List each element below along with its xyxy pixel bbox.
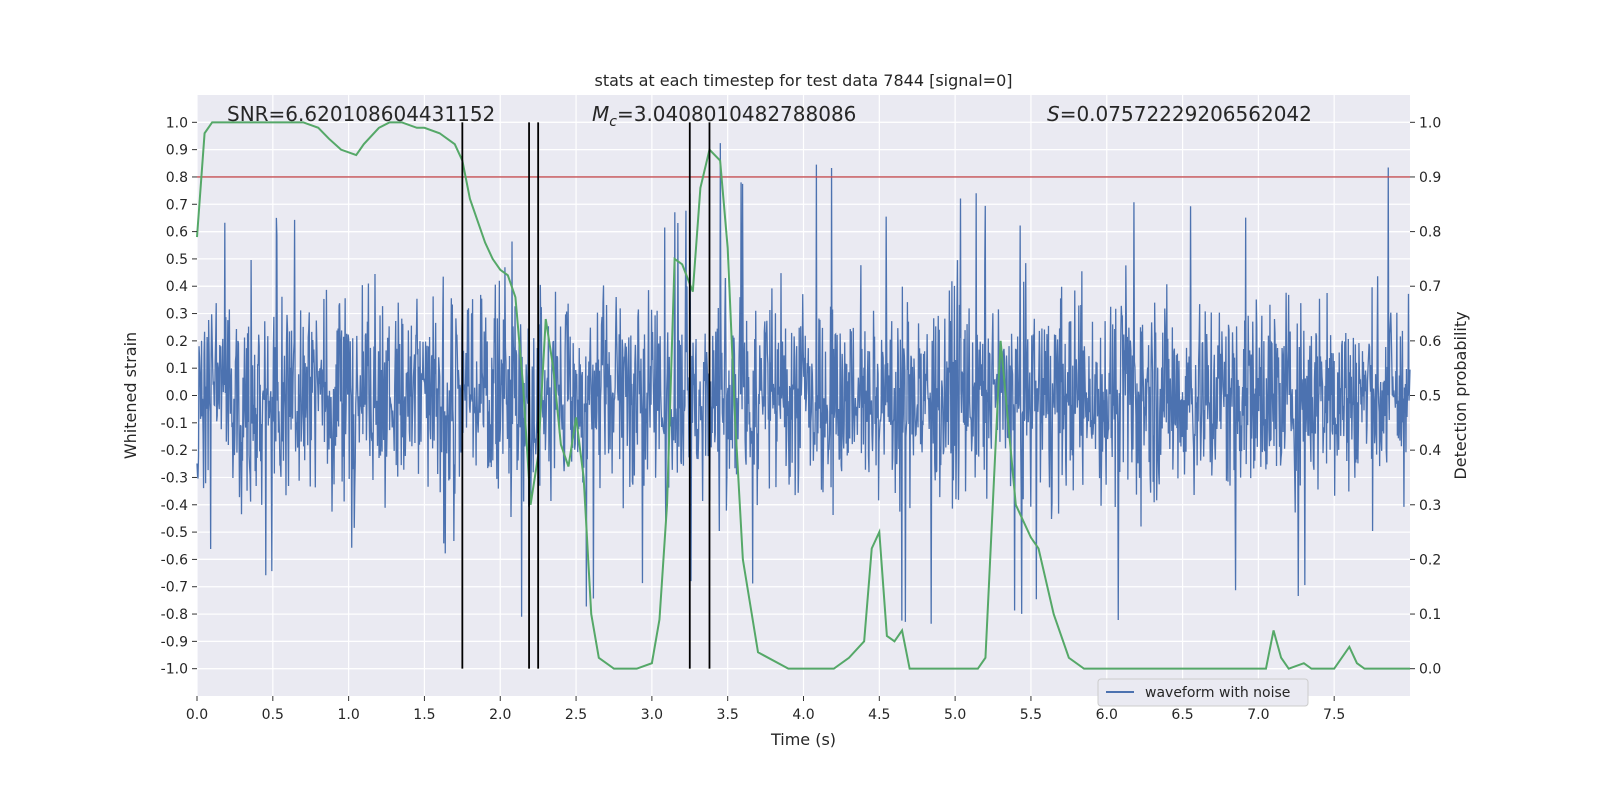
y-tick-label: 0.7 [166,197,188,213]
y-tick-label: -0.4 [161,498,188,514]
y-tick-label: 0.3 [166,307,188,323]
probability-line [196,121,1410,670]
y-tick-label: -0.5 [161,525,188,541]
y2-tick-label: 1.0 [1419,115,1441,131]
probability-series [196,121,1410,670]
x-tick-label: 2.5 [565,707,587,723]
legend-entry-waveform: waveform with noise [1145,685,1290,701]
x-tick-label: 7.0 [1247,707,1269,723]
y-tick-label: 0.9 [166,143,188,159]
y2-tick-label: 0.1 [1419,607,1441,623]
y2-tick-label: 0.7 [1419,279,1441,295]
y-tick-label: -0.2 [161,443,188,459]
x-tick-label: 3.0 [641,707,663,723]
mc-symbol: M [592,102,609,126]
y2-tick-label: 0.8 [1419,225,1441,241]
y-tick-label: 1.0 [166,115,188,131]
y-tick-label: 0.5 [166,252,188,268]
y-tick-label: -1.0 [161,662,188,678]
chart-title: stats at each timestep for test data 784… [594,71,1012,90]
x-tick-label: 1.0 [337,707,359,723]
x-tick-label: 7.5 [1323,707,1345,723]
y2-tick-label: 0.6 [1419,334,1441,350]
y2-tick-label: 0.9 [1419,170,1441,186]
y-tick-label: -0.6 [161,552,188,568]
y-tick-label: 0.1 [166,361,188,377]
mc-value: =3.0408010482788086 [617,102,856,126]
x-tick-label: 4.0 [792,707,814,723]
y-tick-label: -0.9 [161,634,188,650]
y2-tick-label: 0.4 [1419,443,1441,459]
y-tick-label: 0.4 [166,279,188,295]
y-tick-label: -0.1 [161,416,188,432]
y-tick-label: 0.0 [166,389,188,405]
x-tick-label: 3.5 [717,707,739,723]
legend: waveform with noise [1097,678,1309,707]
waveform-line [196,143,1411,624]
s-annotation: S=0.07572229206562042 [1047,102,1312,126]
legend-box [1097,678,1309,707]
axes: 0.0 0.5 1.0 1.5 2.0 2.5 3.0 3.5 4.0 4.5 5.0 5.5 6.0 6… [161,115,1442,723]
x-axis-label: Time (s) [770,730,836,749]
mc-subscript: c [609,114,617,130]
x-tick-label: 5.5 [1020,707,1042,723]
s-symbol: S [1047,102,1060,126]
mc-annotation: Mc=3.0408010482788086 [592,102,856,130]
x-tick-label: 2.0 [489,707,511,723]
y2-tick-label: 0.2 [1419,552,1441,568]
y-axis-label: Whitened strain [121,332,140,459]
x-tick-label: 0.0 [186,707,208,723]
y-tick-label: -0.8 [161,607,188,623]
x-tick-label: 6.5 [1171,707,1193,723]
x-tick-label: 4.5 [868,707,890,723]
vertical-lines [461,122,711,669]
y-tick-label: 0.6 [166,225,188,241]
y-tick-label: 0.2 [166,334,188,350]
waveform-series [196,143,1411,624]
x-tick-label: 1.5 [413,707,435,723]
y2-tick-label: 0.0 [1419,662,1441,678]
y2-tick-label: 0.5 [1419,389,1441,405]
x-tick-label: 6.0 [1096,707,1118,723]
y-tick-label: -0.3 [161,470,188,486]
x-tick-label: 5.0 [944,707,966,723]
s-value: =0.07572229206562042 [1060,102,1312,126]
snr-annotation: SNR=6.620108604431152 [227,102,495,126]
y2-axis-label: Detection probability [1451,311,1470,479]
y-tick-label: -0.7 [161,580,188,596]
y2-tick-label: 0.3 [1419,498,1441,514]
y-tick-label: 0.8 [166,170,188,186]
x-tick-label: 0.5 [262,707,284,723]
